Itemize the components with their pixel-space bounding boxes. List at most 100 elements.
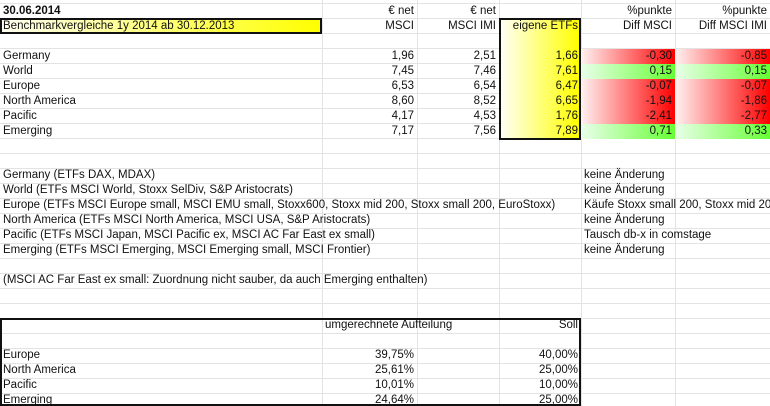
- row-line: [0, 153, 770, 154]
- header-etf[interactable]: eigene ETFs: [512, 20, 578, 32]
- row-line: [0, 333, 770, 334]
- diff-msci-cell[interactable]: 0,71: [581, 124, 675, 139]
- header-diff-msci-top[interactable]: %punkte: [627, 5, 672, 17]
- msci-cell[interactable]: 7,17: [391, 125, 414, 137]
- imi-cell[interactable]: 7,46: [473, 65, 496, 77]
- msci-cell[interactable]: 4,17: [391, 110, 414, 122]
- region-cell[interactable]: Germany: [3, 50, 51, 62]
- action-cell[interactable]: Käufe Stoxx small 200, Stoxx mid 200: [584, 199, 770, 211]
- header-imi-top[interactable]: € net: [470, 5, 496, 17]
- allocation-table-box: [0, 318, 581, 406]
- etf-cell[interactable]: 6,65: [555, 95, 578, 107]
- diff-imi-cell[interactable]: -0,85: [675, 49, 770, 64]
- row-line: [0, 3, 770, 4]
- diff-msci-cell[interactable]: -0,07: [581, 79, 675, 94]
- action-cell[interactable]: keine Änderung: [584, 214, 665, 226]
- date-cell[interactable]: 30.06.2014: [3, 5, 61, 17]
- allocation-region-cell[interactable]: North America: [3, 364, 76, 376]
- row-line: [0, 258, 770, 259]
- footnote-cell[interactable]: (MSCI AC Far East ex small: Zuordnung ni…: [3, 274, 428, 286]
- diff-imi-cell[interactable]: -2,77: [675, 109, 770, 124]
- header-diff-msci[interactable]: Diff MSCI: [623, 20, 672, 32]
- row-line: [0, 273, 770, 274]
- etf-cell[interactable]: 1,66: [555, 50, 578, 62]
- allocation-actual-cell[interactable]: 25,61%: [374, 364, 414, 376]
- header-actual[interactable]: umgerechnete Aufteilung: [325, 319, 453, 331]
- note-cell[interactable]: Emerging (ETFs MSCI Emerging, MSCI Emerg…: [3, 244, 371, 256]
- allocation-actual-cell[interactable]: 24,64%: [374, 394, 414, 406]
- allocation-target-cell[interactable]: 10,00%: [538, 379, 578, 391]
- region-cell[interactable]: North America: [3, 95, 76, 107]
- etf-column-box: [499, 18, 581, 140]
- note-cell[interactable]: Germany (ETFs DAX, MDAX): [3, 169, 156, 181]
- note-cell[interactable]: Europe (ETFs MSCI Europe small, MSCI EMU…: [3, 199, 556, 211]
- msci-cell[interactable]: 1,96: [391, 50, 414, 62]
- etf-cell[interactable]: 1,76: [555, 110, 578, 122]
- note-cell[interactable]: Pacific (ETFs MSCI Japan, MSCI Pacific e…: [3, 229, 375, 241]
- diff-msci-cell[interactable]: -0,30: [581, 49, 675, 64]
- header-diff-imi[interactable]: Diff MSCI IMI: [698, 20, 767, 32]
- imi-cell[interactable]: 4,53: [473, 110, 496, 122]
- allocation-region-cell[interactable]: Europe: [3, 349, 41, 361]
- diff-msci-cell[interactable]: -2,41: [581, 109, 675, 124]
- action-cell[interactable]: Tausch db-x in comstage: [584, 229, 712, 241]
- region-cell[interactable]: Pacific: [3, 110, 37, 122]
- diff-imi-cell[interactable]: -1,86: [675, 94, 770, 109]
- diff-imi-cell[interactable]: 0,15: [675, 64, 770, 79]
- title-cell[interactable]: Benchmarkvergleiche 1y 2014 ab 30.12.201…: [3, 20, 235, 32]
- allocation-target-cell[interactable]: 40,00%: [538, 349, 578, 361]
- allocation-target-cell[interactable]: 25,00%: [538, 364, 578, 376]
- region-cell[interactable]: World: [3, 65, 33, 77]
- imi-cell[interactable]: 6,54: [473, 80, 496, 92]
- msci-cell[interactable]: 6,53: [391, 80, 414, 92]
- row-line: [0, 78, 770, 79]
- allocation-actual-cell[interactable]: 10,01%: [374, 379, 414, 391]
- region-cell[interactable]: Europe: [3, 80, 41, 92]
- header-target[interactable]: Soll: [558, 319, 578, 331]
- note-cell[interactable]: North America (ETFs MSCI North America, …: [3, 214, 371, 226]
- imi-cell[interactable]: 2,51: [473, 50, 496, 62]
- region-cell[interactable]: Emerging: [3, 125, 53, 137]
- action-cell[interactable]: keine Änderung: [584, 184, 665, 196]
- header-msci[interactable]: MSCI: [385, 20, 414, 32]
- etf-cell[interactable]: 6,47: [555, 80, 578, 92]
- row-line: [0, 288, 770, 289]
- action-cell[interactable]: keine Änderung: [584, 169, 665, 181]
- row-line: [0, 168, 770, 169]
- row-line: [0, 198, 770, 199]
- row-line: [0, 138, 770, 139]
- allocation-target-cell[interactable]: 25,00%: [538, 394, 578, 406]
- diff-imi-cell[interactable]: -0,07: [675, 79, 770, 94]
- allocation-region-cell[interactable]: Emerging: [3, 394, 53, 406]
- row-line: [0, 303, 770, 304]
- column-line: [675, 0, 676, 406]
- allocation-actual-cell[interactable]: 39,75%: [374, 349, 414, 361]
- header-imi[interactable]: MSCI IMI: [448, 20, 496, 32]
- msci-cell[interactable]: 7,45: [391, 65, 414, 77]
- row-line: [0, 213, 770, 214]
- diff-msci-cell[interactable]: -1,94: [581, 94, 675, 109]
- column-line: [322, 0, 323, 406]
- row-line: [0, 48, 770, 49]
- column-line: [417, 0, 418, 406]
- allocation-region-cell[interactable]: Pacific: [3, 379, 37, 391]
- action-cell[interactable]: keine Änderung: [584, 244, 665, 256]
- imi-cell[interactable]: 7,56: [473, 125, 496, 137]
- etf-cell[interactable]: 7,61: [555, 65, 578, 77]
- header-diff-imi-top[interactable]: %punkte: [722, 5, 767, 17]
- note-cell[interactable]: World (ETFs MSCI World, Stoxx SelDiv, S&…: [3, 184, 293, 196]
- row-line: [0, 183, 770, 184]
- diff-imi-cell[interactable]: 0,33: [675, 124, 770, 139]
- header-msci-top[interactable]: € net: [388, 5, 414, 17]
- diff-msci-cell[interactable]: 0,15: [581, 64, 675, 79]
- row-line: [0, 393, 770, 394]
- etf-cell[interactable]: 7,89: [555, 125, 578, 137]
- row-line: [0, 63, 770, 64]
- row-line: [0, 18, 770, 19]
- column-line: [499, 0, 500, 406]
- msci-cell[interactable]: 8,60: [391, 95, 414, 107]
- row-line: [0, 123, 770, 124]
- row-line: [0, 348, 770, 349]
- imi-cell[interactable]: 8,52: [473, 95, 496, 107]
